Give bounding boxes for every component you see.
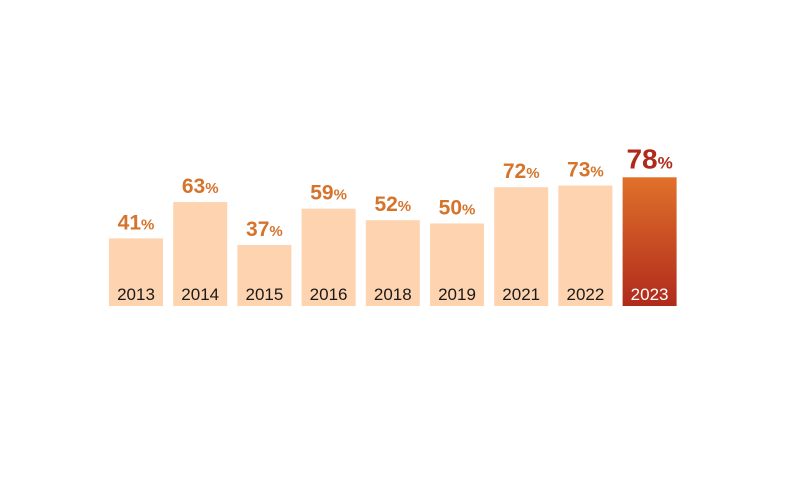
year-label-2021: 2021 — [502, 285, 540, 304]
year-label-2014: 2014 — [181, 285, 219, 304]
value-label-2013: 41% — [118, 211, 155, 234]
bar-2022 — [558, 185, 613, 306]
bar-2019 — [430, 223, 484, 306]
value-label-2022: 73% — [567, 159, 604, 182]
value-label-2016: 59% — [310, 182, 347, 205]
year-label-2023: 2023 — [631, 285, 669, 304]
bar-2015 — [237, 244, 292, 306]
bar-2013 — [109, 238, 163, 306]
bar-2018 — [365, 220, 420, 306]
year-label-2013: 2013 — [117, 285, 155, 304]
value-label-2023: 78% — [626, 143, 672, 174]
bar-2016 — [301, 208, 356, 306]
value-label-2014: 63% — [182, 175, 219, 198]
bar-2021 — [494, 187, 549, 306]
bar-2014 — [173, 202, 228, 306]
year-label-2015: 2015 — [245, 285, 283, 304]
value-label-2015: 37% — [246, 218, 283, 241]
bar-2023 — [622, 177, 677, 306]
year-label-2018: 2018 — [374, 285, 412, 304]
year-label-2016: 2016 — [310, 285, 348, 304]
bars-group: 2013 41% 2014 63% 2015 37% 2016 59% 2018 52% 2019 5… — [109, 143, 677, 306]
year-label-2019: 2019 — [438, 285, 476, 304]
year-label-2022: 2022 — [566, 285, 604, 304]
value-label-2019: 50% — [439, 197, 476, 220]
value-label-2018: 52% — [374, 193, 411, 216]
value-label-2021: 72% — [503, 160, 540, 183]
